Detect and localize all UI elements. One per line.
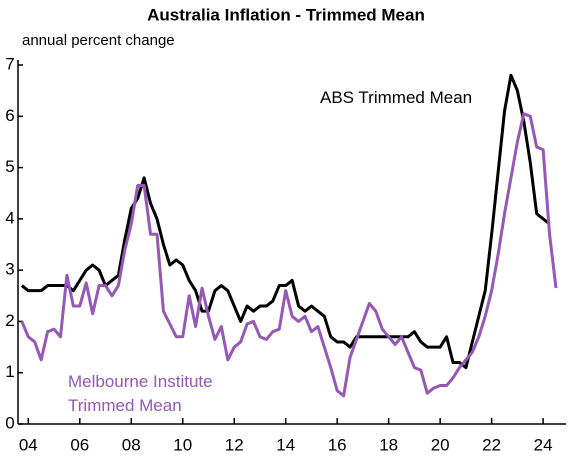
x-tick-label: 08	[122, 435, 141, 454]
x-tick-label: 18	[379, 435, 398, 454]
x-tick-label: 06	[70, 435, 89, 454]
y-tick-label: 2	[5, 311, 14, 330]
x-tick-label: 10	[173, 435, 192, 454]
x-tick-label: 22	[482, 435, 501, 454]
y-tick-label: 5	[5, 157, 14, 176]
y-tick-label: 7	[5, 54, 14, 73]
series-label: Melbourne Institute Trimmed Mean	[68, 372, 213, 415]
y-tick-label: 0	[5, 413, 14, 432]
series-label: ABS Trimmed Mean	[320, 88, 473, 107]
y-tick-label: 1	[5, 362, 14, 381]
y-tick-label: 6	[5, 106, 14, 125]
chart-subtitle: annual percent change	[22, 32, 175, 49]
series-line	[20, 73, 551, 370]
x-tick-label: 20	[431, 435, 450, 454]
y-tick-label: 3	[5, 260, 14, 279]
x-tick-label: 14	[276, 435, 295, 454]
x-tick-label: 24	[534, 435, 553, 454]
series-line	[20, 112, 558, 398]
chart-title: Australia Inflation - Trimmed Mean	[147, 5, 425, 24]
x-tick-label: 16	[328, 435, 347, 454]
x-tick-label: 12	[225, 435, 244, 454]
y-tick-label: 4	[5, 208, 14, 227]
x-tick-label: 04	[19, 435, 38, 454]
